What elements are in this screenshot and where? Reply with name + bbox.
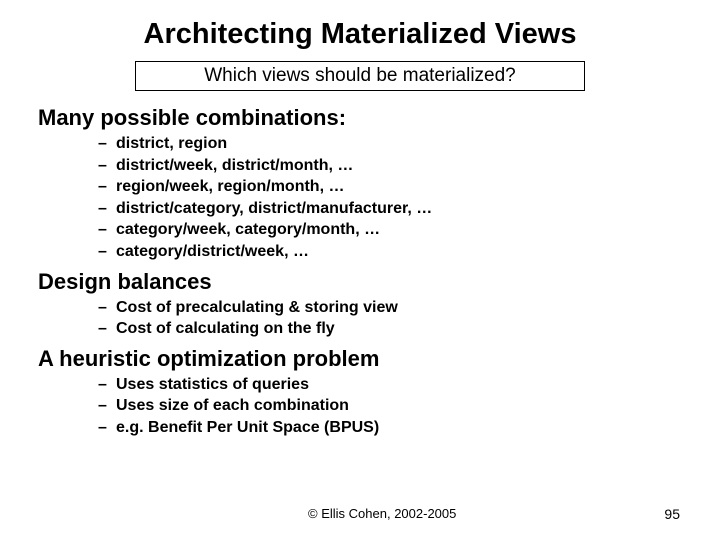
list-item: region/week, region/month, … [98, 176, 692, 198]
bullet-list: Cost of precalculating & storing view Co… [98, 297, 692, 340]
slide-footer: © Ellis Cohen, 2002-2005 95 [0, 506, 720, 522]
list-item: category/district/week, … [98, 241, 692, 263]
list-item: Cost of calculating on the fly [98, 318, 692, 340]
page-number: 95 [664, 506, 680, 522]
copyright-text: © Ellis Cohen, 2002-2005 [100, 506, 664, 522]
bullet-list: Uses statistics of queries Uses size of … [98, 374, 692, 439]
section-combinations: Many possible combinations: district, re… [28, 105, 692, 263]
section-heading: Many possible combinations: [38, 105, 692, 131]
subtitle-box: Which views should be materialized? [135, 61, 585, 91]
slide-title: Architecting Materialized Views [28, 18, 692, 51]
bullet-list: district, region district/week, district… [98, 133, 692, 263]
section-heuristic: A heuristic optimization problem Uses st… [28, 346, 692, 439]
list-item: district/week, district/month, … [98, 155, 692, 177]
section-heading: Design balances [38, 269, 692, 295]
list-item: Uses size of each combination [98, 395, 692, 417]
list-item: district, region [98, 133, 692, 155]
section-design-balances: Design balances Cost of precalculating &… [28, 269, 692, 340]
list-item: e.g. Benefit Per Unit Space (BPUS) [98, 417, 692, 439]
list-item: district/category, district/manufacturer… [98, 198, 692, 220]
slide-container: Architecting Materialized Views Which vi… [0, 0, 720, 439]
list-item: Cost of precalculating & storing view [98, 297, 692, 319]
section-heading: A heuristic optimization problem [38, 346, 692, 372]
list-item: Uses statistics of queries [98, 374, 692, 396]
list-item: category/week, category/month, … [98, 219, 692, 241]
